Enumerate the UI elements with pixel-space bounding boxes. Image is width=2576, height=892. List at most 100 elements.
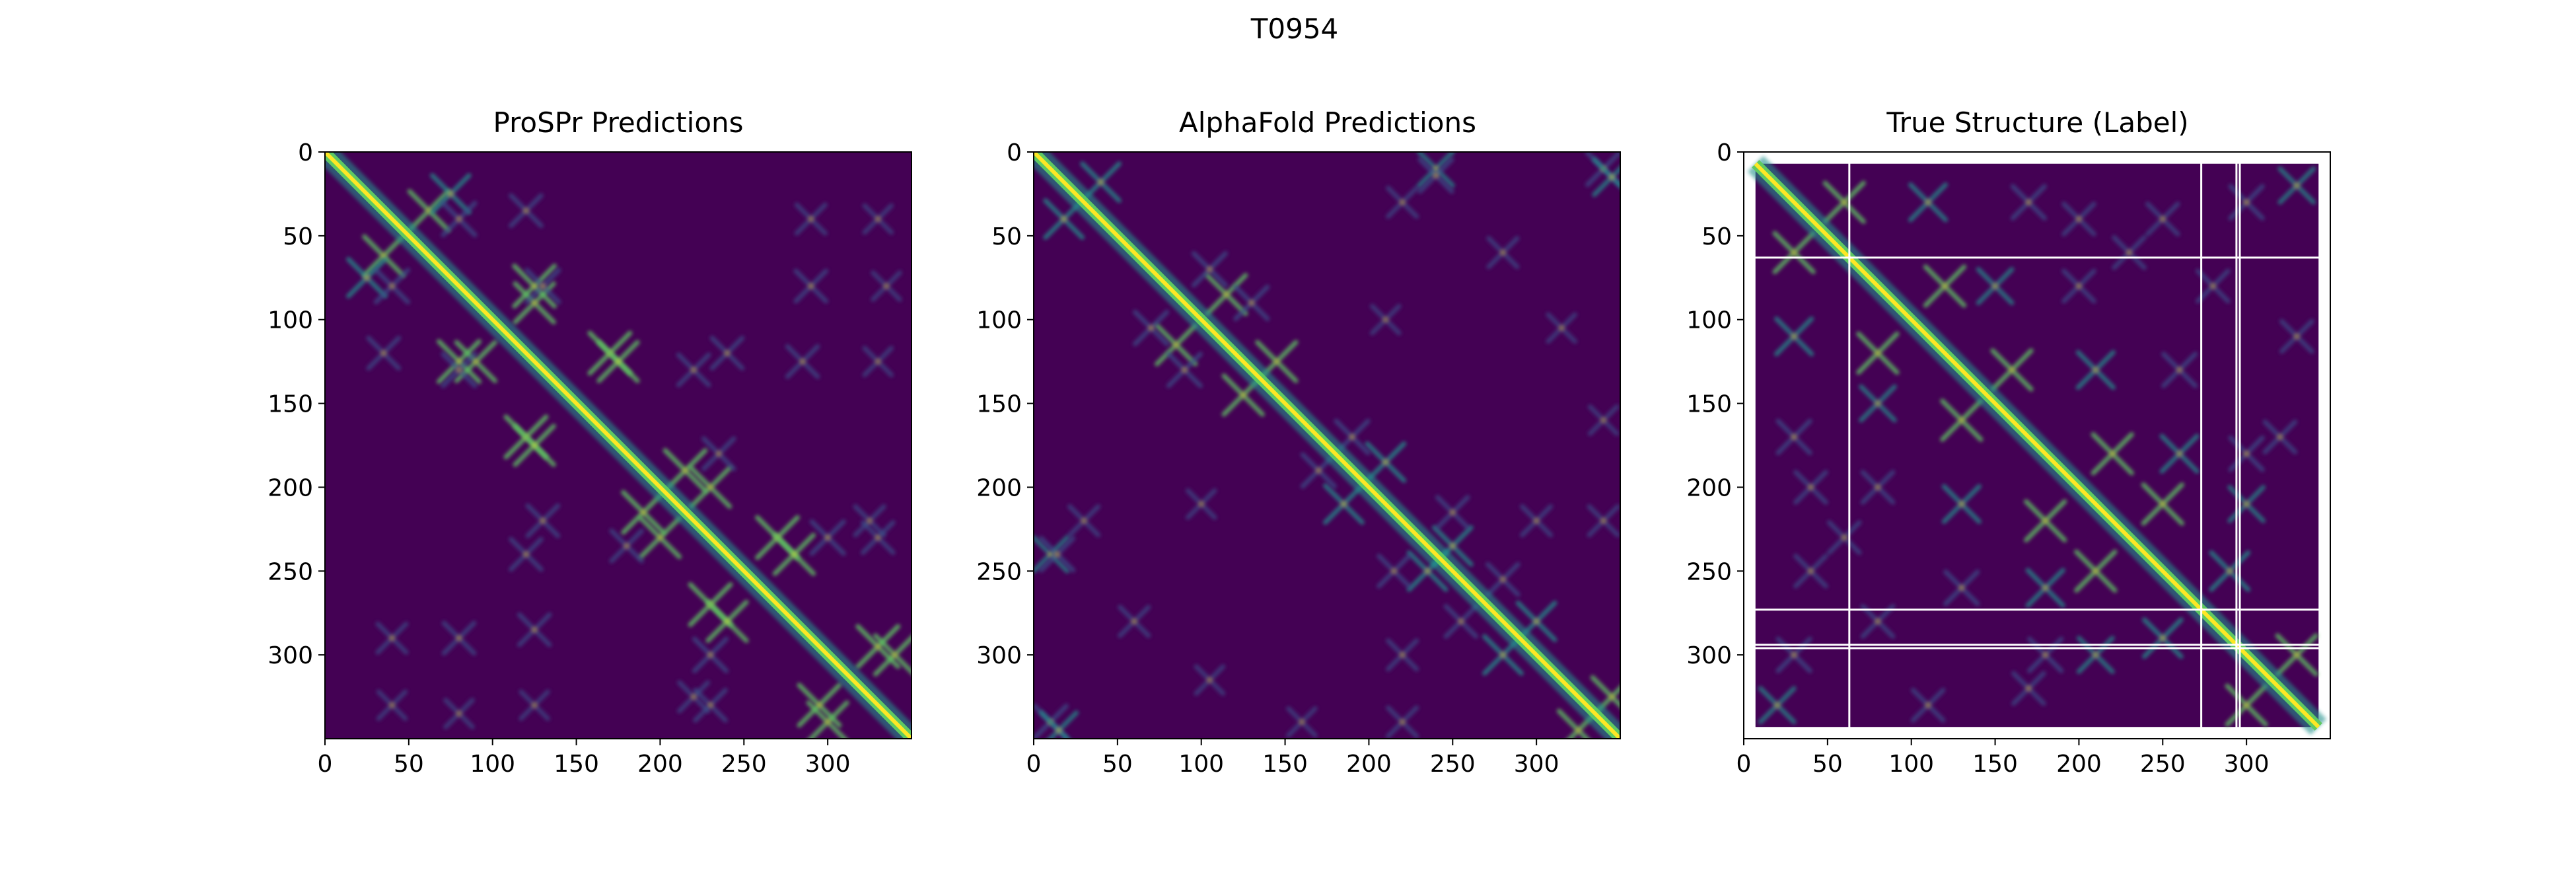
axes-frame (324, 151, 912, 739)
contact-cluster (701, 436, 736, 472)
x-tick-label: 100 (1178, 751, 1224, 778)
contact-cluster (1370, 303, 1402, 336)
contact-cluster (1908, 182, 1949, 223)
contact-cluster (346, 256, 388, 299)
contact-cluster (2196, 268, 2231, 304)
contact-cluster (1485, 562, 1521, 597)
contact-cluster (1322, 483, 1365, 525)
contact-cluster (2145, 202, 2180, 237)
y-tick-label: 0 (1717, 139, 1732, 167)
contact-cluster (2275, 633, 2318, 677)
contact-cluster (513, 424, 556, 467)
x-tick-label: 300 (1514, 751, 1559, 778)
x-tick-label: 300 (2224, 751, 2270, 778)
panel-title: True Structure (Label) (1886, 106, 2188, 139)
contact-cluster (375, 621, 409, 655)
contact-cluster (2262, 419, 2298, 455)
contact-cluster (2277, 166, 2316, 205)
contact-cluster (1940, 398, 1984, 442)
contact-cluster (793, 268, 829, 304)
panel-prospr: ProSPr Predictions 0 50 100 150 200 250 300 0 50… (268, 106, 912, 778)
y-tick-label: 250 (268, 558, 313, 585)
contact-cluster (1856, 331, 1900, 375)
contact-cluster (1386, 638, 1419, 672)
x-tick-label: 150 (1972, 751, 2018, 778)
contact-cluster (1386, 705, 1419, 739)
contact-cluster (709, 336, 745, 371)
y-tick-label: 0 (298, 139, 313, 167)
contact-cluster (1587, 404, 1620, 436)
contact-cluster (638, 515, 682, 560)
contact-cluster (376, 689, 408, 722)
contact-cluster (794, 202, 828, 236)
contact-cluster (2011, 671, 2046, 706)
contact-cluster (429, 173, 472, 215)
contact-cluster (441, 620, 477, 656)
contact-cluster (373, 268, 411, 305)
y-tick-label: 50 (283, 223, 313, 250)
contact-cluster (693, 687, 728, 723)
contact-cluster (692, 636, 729, 673)
x-tick-label: 100 (1888, 751, 1934, 778)
contact-cluster (2061, 268, 2096, 304)
contact-cluster (441, 352, 478, 389)
contact-cluster (1546, 312, 1577, 344)
contact-cluster (1923, 264, 1967, 308)
contact-cluster (596, 340, 640, 383)
contact-cluster (2279, 318, 2314, 354)
contact-cluster (1417, 152, 1455, 188)
contact-cluster (2159, 433, 2200, 474)
contact-cluster (1775, 418, 1812, 455)
contact-cluster (2112, 235, 2147, 270)
contact-cluster (809, 519, 846, 556)
contact-cluster (1990, 348, 2034, 392)
contact-cluster (1943, 570, 1980, 607)
contact-cluster (2141, 617, 2184, 659)
contact-cluster (1758, 686, 1797, 725)
y-tick-label: 0 (1007, 139, 1022, 167)
contact-cluster (1520, 504, 1554, 538)
contact-cluster (519, 689, 550, 722)
y-tick-label: 150 (976, 391, 1022, 418)
contact-cluster (1118, 605, 1151, 638)
x-tick-label: 250 (721, 751, 767, 778)
contact-cluster (362, 234, 406, 278)
contact-cluster (2061, 202, 2096, 237)
contact-cluster (1587, 504, 1620, 538)
contact-cluster (1859, 384, 1897, 423)
contact-cluster (871, 270, 902, 302)
contact-cluster (772, 533, 816, 576)
contact-cluster (676, 352, 711, 388)
x-tick-label: 50 (394, 751, 424, 778)
contact-cluster (1860, 604, 1896, 639)
contact-cluster (1166, 352, 1203, 389)
contact-cluster (1910, 687, 1946, 723)
y-tick-label: 300 (1686, 642, 1732, 669)
y-tick-label: 150 (268, 391, 313, 418)
y-tick-label: 100 (1686, 307, 1732, 334)
contact-cluster (2025, 568, 2065, 608)
contact-cluster (441, 200, 478, 238)
axes-frame (1743, 151, 2331, 739)
contact-cluster (509, 193, 544, 229)
contact-cluster (705, 599, 749, 644)
contact-cluster (509, 537, 544, 572)
contact-cluster (862, 346, 894, 377)
panel-title: AlphaFold Predictions (1179, 106, 1476, 139)
contact-cluster (1038, 710, 1079, 739)
contact-cluster (1435, 495, 1470, 530)
contact-cluster (1194, 664, 1226, 696)
contact-cluster (2161, 352, 2198, 389)
contact-cluster (2091, 432, 2134, 476)
y-tick-label: 200 (976, 474, 1022, 502)
contact-cluster (437, 339, 482, 385)
contact-cluster (785, 344, 820, 379)
panel-alphafold: AlphaFold Predictions 0 50 100 150 200 250 300… (976, 106, 1621, 778)
x-tick-label: 50 (1102, 751, 1133, 778)
contact-cluster (862, 203, 894, 235)
contact-cluster (688, 465, 733, 509)
heatmap-cells (1034, 152, 1620, 739)
contact-cluster (1034, 535, 1070, 574)
y-tick-label: 200 (1686, 474, 1732, 502)
